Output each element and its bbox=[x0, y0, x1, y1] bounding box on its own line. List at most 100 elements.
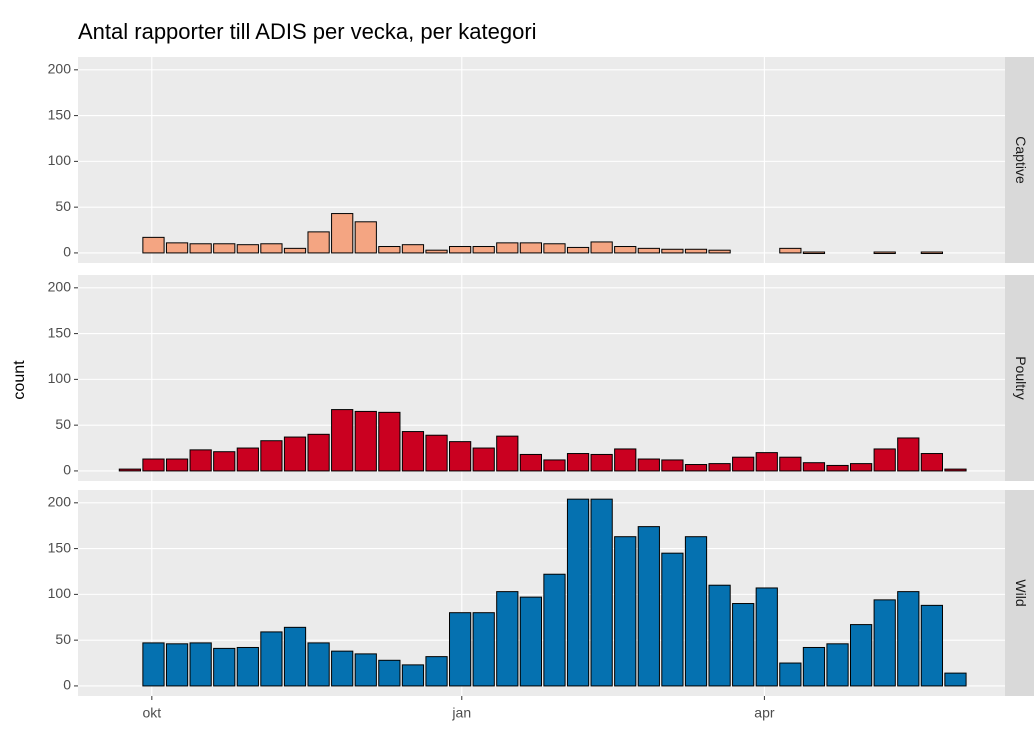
bar bbox=[401, 244, 425, 254]
bar bbox=[354, 221, 377, 254]
bar bbox=[637, 458, 660, 472]
bar bbox=[779, 662, 802, 687]
bar bbox=[826, 643, 849, 687]
x-tick-label: jan bbox=[451, 705, 471, 721]
bar bbox=[614, 536, 637, 687]
bar bbox=[661, 459, 684, 472]
bar bbox=[189, 243, 212, 254]
bar bbox=[331, 409, 354, 472]
bar bbox=[684, 536, 708, 687]
bar bbox=[566, 498, 590, 687]
y-tick-label: 150 bbox=[48, 324, 72, 340]
bar bbox=[425, 249, 448, 254]
bar bbox=[755, 452, 778, 472]
facet-label: Captive bbox=[1013, 136, 1029, 184]
bar bbox=[307, 433, 330, 472]
bar bbox=[425, 434, 448, 472]
bar bbox=[897, 437, 920, 472]
y-tick-label: 200 bbox=[48, 279, 72, 295]
bar bbox=[826, 464, 849, 472]
bar bbox=[165, 458, 189, 472]
bar bbox=[496, 435, 519, 472]
bar bbox=[472, 246, 495, 254]
bar bbox=[684, 248, 708, 254]
bar bbox=[779, 247, 802, 254]
y-tick-label: 100 bbox=[48, 370, 72, 386]
bar bbox=[236, 447, 259, 472]
bar bbox=[260, 631, 283, 687]
bar bbox=[708, 249, 731, 254]
bar bbox=[283, 247, 307, 254]
y-tick-label: 150 bbox=[48, 106, 72, 122]
bar bbox=[213, 647, 236, 687]
bar bbox=[873, 599, 896, 687]
bar bbox=[142, 458, 165, 472]
bar bbox=[378, 246, 401, 254]
bar bbox=[260, 243, 283, 254]
bar bbox=[590, 241, 613, 254]
bar bbox=[802, 251, 826, 255]
bar bbox=[260, 440, 283, 472]
bar bbox=[708, 584, 731, 687]
bar bbox=[142, 236, 165, 254]
bar bbox=[732, 456, 755, 472]
bar bbox=[920, 453, 943, 472]
bar bbox=[189, 642, 212, 687]
bar bbox=[449, 246, 472, 254]
bar bbox=[590, 453, 613, 472]
panel-background bbox=[78, 275, 1005, 481]
bar bbox=[331, 213, 354, 254]
bar bbox=[637, 526, 660, 687]
bar bbox=[637, 247, 660, 254]
bar bbox=[354, 410, 377, 472]
bar bbox=[331, 650, 354, 687]
panel-background bbox=[78, 57, 1005, 263]
bar bbox=[897, 591, 920, 687]
chart-title: Antal rapporter till ADIS per vecka, per… bbox=[78, 19, 537, 44]
bar bbox=[449, 612, 472, 687]
bar bbox=[283, 436, 307, 472]
facet-label: Wild bbox=[1013, 579, 1029, 606]
facet-strip bbox=[1005, 57, 1034, 263]
y-axis-label: count bbox=[11, 360, 28, 400]
y-tick-label: 50 bbox=[55, 198, 71, 214]
bar bbox=[378, 659, 401, 687]
bar bbox=[708, 463, 731, 472]
bar bbox=[873, 448, 896, 472]
bar bbox=[850, 463, 873, 472]
bar bbox=[944, 468, 967, 472]
bar bbox=[472, 447, 495, 472]
bar bbox=[425, 656, 448, 687]
y-tick-label: 150 bbox=[48, 539, 72, 555]
bar bbox=[873, 251, 896, 255]
bar bbox=[566, 246, 590, 254]
x-tick-label: apr bbox=[754, 705, 775, 721]
facet-strip bbox=[1005, 275, 1034, 481]
bar bbox=[165, 242, 189, 254]
y-tick-label: 200 bbox=[48, 494, 72, 510]
bar bbox=[165, 643, 189, 687]
bar bbox=[920, 604, 943, 687]
bar bbox=[401, 431, 425, 472]
y-tick-label: 100 bbox=[48, 152, 72, 168]
bar bbox=[307, 642, 330, 687]
bar bbox=[732, 603, 755, 687]
bar bbox=[850, 624, 873, 687]
bar bbox=[519, 453, 543, 472]
bar bbox=[189, 449, 212, 472]
bar bbox=[661, 248, 684, 254]
bar bbox=[283, 626, 307, 687]
bar bbox=[944, 672, 967, 687]
bar bbox=[684, 464, 708, 472]
facet-label: Poultry bbox=[1013, 356, 1029, 400]
bar bbox=[354, 653, 377, 687]
bar bbox=[661, 552, 684, 687]
bar bbox=[802, 646, 826, 687]
bar bbox=[614, 448, 637, 472]
bar bbox=[213, 243, 236, 254]
y-tick-label: 0 bbox=[63, 677, 71, 693]
bar bbox=[236, 646, 259, 687]
bar bbox=[543, 573, 566, 687]
bar bbox=[519, 596, 543, 687]
